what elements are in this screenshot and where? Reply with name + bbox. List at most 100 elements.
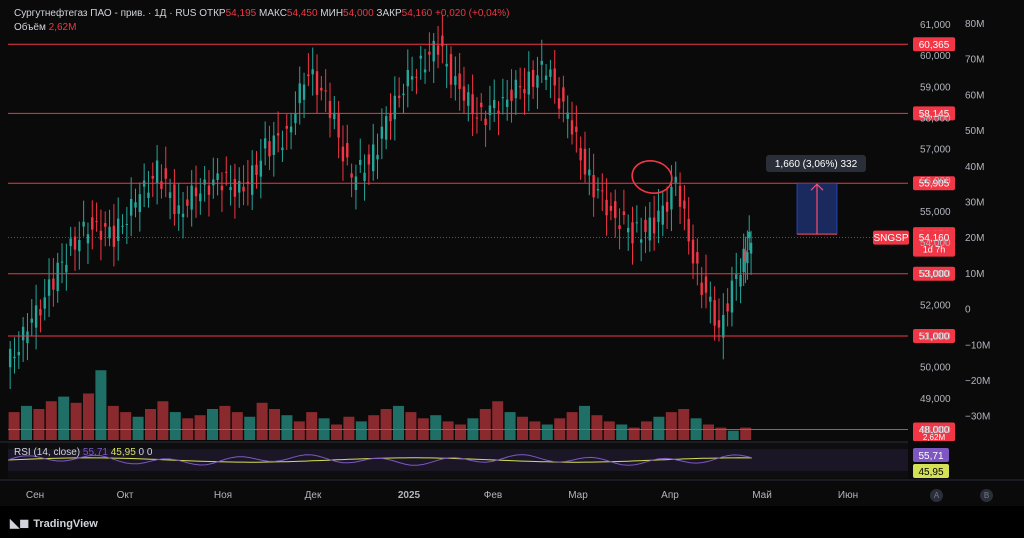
volume-bar: [83, 393, 94, 440]
price-axis-tick: 53,000: [920, 269, 951, 280]
volume-bar: [58, 396, 70, 440]
price-level-label: 51,000: [919, 332, 950, 343]
candle: [514, 79, 518, 99]
candle: [739, 275, 742, 287]
candle: [748, 232, 751, 239]
candle: [276, 133, 280, 136]
nav-button-a[interactable]: A: [930, 489, 943, 502]
candle: [86, 234, 90, 244]
time-axis-label: Окт: [117, 490, 134, 501]
price-axis-tick: 58,000: [920, 113, 951, 124]
symbol-tag-box: [873, 230, 909, 245]
candle: [337, 112, 340, 138]
candle: [505, 99, 509, 107]
open-value: 54,195: [225, 8, 257, 19]
volume-axis-tick: 80M: [965, 19, 984, 30]
candle: [203, 179, 206, 185]
candle: [683, 200, 686, 209]
candle: [268, 141, 271, 157]
price-level-tag: [913, 176, 955, 191]
candle: [644, 219, 647, 232]
candle: [289, 126, 293, 133]
candle: [250, 165, 254, 195]
tradingview-logo[interactable]: ◣◼ TradingView: [10, 516, 98, 530]
candle: [544, 75, 548, 80]
candle: [99, 230, 103, 240]
candle: [445, 63, 448, 67]
time-axis-label: 2025: [398, 490, 421, 501]
candle: [744, 250, 747, 262]
volume-bar: [306, 412, 318, 440]
candle: [588, 169, 591, 176]
volume-bar: [70, 402, 82, 440]
volume-bar: [145, 409, 156, 440]
measure-arrowhead: [810, 183, 824, 191]
candle: [125, 223, 129, 225]
candle: [56, 262, 59, 292]
candle: [501, 97, 505, 99]
nav-button-b[interactable]: B: [980, 489, 993, 502]
candle: [376, 154, 379, 160]
candle: [415, 76, 418, 78]
candle: [43, 297, 46, 309]
rsi-value: 55,71: [82, 447, 108, 458]
candle: [566, 112, 569, 119]
candle: [441, 35, 444, 47]
time-axis-label: Мар: [568, 490, 588, 501]
volume-axis-tick: 40M: [965, 162, 984, 173]
candle: [363, 172, 366, 181]
annotation-circle: [631, 160, 673, 194]
candle: [91, 217, 94, 230]
volume-bar: [591, 415, 603, 440]
volume-bar: [21, 405, 32, 440]
candle: [700, 282, 703, 295]
candle: [229, 187, 232, 191]
high-label: МАКС: [258, 8, 287, 19]
candle: [117, 218, 120, 242]
candle: [488, 105, 492, 116]
volume-bar: [740, 427, 752, 440]
price-chart[interactable]: 60,365 58,145 55,905 53,000 51,000 48,000 1,66…: [0, 0, 1024, 506]
candle: [540, 60, 543, 65]
candle: [742, 248, 745, 272]
volume-bar: [293, 421, 305, 440]
price-level-label: 58,145: [919, 109, 950, 120]
volume-bar: [430, 415, 442, 440]
candle: [216, 173, 219, 180]
volume-bar: [207, 409, 218, 440]
candle: [285, 125, 288, 129]
volume-bar: [455, 424, 466, 440]
candle: [618, 225, 621, 229]
candle: [13, 356, 16, 359]
volume-bar: [95, 370, 107, 440]
volume-bar: [256, 402, 268, 440]
symbol-tag: SNGSP: [873, 233, 908, 244]
time-axis-label: Апр: [661, 490, 679, 501]
candle: [307, 74, 310, 77]
volume-bar: [541, 424, 553, 440]
candle: [155, 160, 159, 184]
symbol-header: Сургутнефтегаз ПАО - прив. · 1Д · RUS ОТ…: [14, 8, 510, 19]
candle: [665, 201, 669, 212]
candle: [614, 201, 617, 218]
candle: [272, 135, 276, 155]
candle: [194, 187, 198, 197]
rsi-label[interactable]: RSI (14, close): [14, 447, 81, 458]
symbol-title[interactable]: Сургутнефтегаз ПАО - прив. · 1Д · RUS: [14, 8, 197, 19]
price-axis-tick: 48,000: [920, 425, 951, 436]
volume-label[interactable]: Объём: [14, 22, 46, 33]
price-level-tag: [913, 266, 955, 281]
candle: [402, 93, 405, 96]
price-axis-tick: 50,000: [920, 363, 951, 374]
candle: [484, 118, 487, 126]
candle: [17, 351, 21, 356]
candle: [467, 92, 470, 106]
volume-bar: [405, 412, 417, 440]
candle: [726, 303, 729, 312]
time-axis-label: Май: [752, 490, 772, 501]
volume-axis-tick: 70M: [965, 55, 984, 66]
candle: [557, 98, 561, 109]
candle: [518, 86, 522, 88]
candle: [462, 86, 466, 101]
volume-bar: [479, 409, 491, 440]
